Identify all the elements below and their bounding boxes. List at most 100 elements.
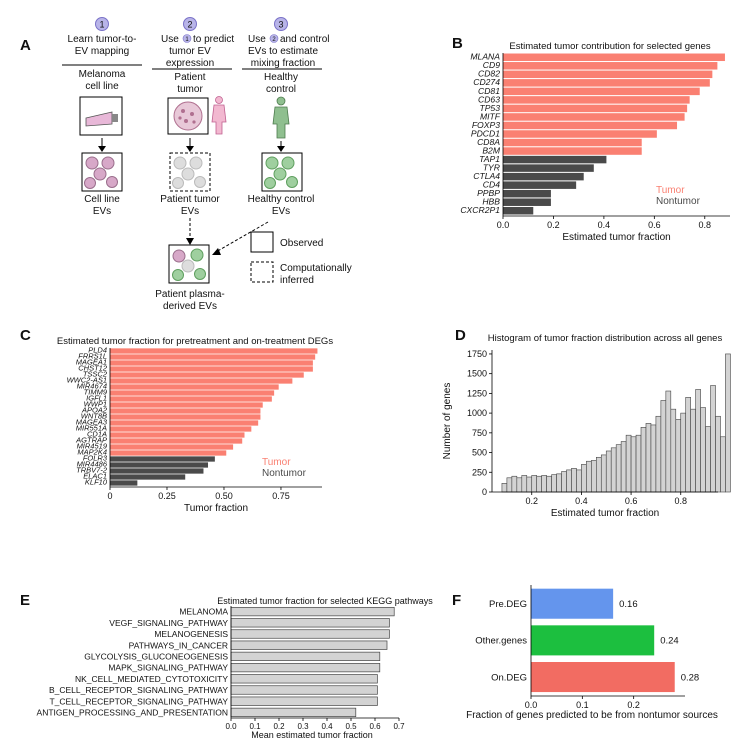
step-2-line2: tumor EV	[169, 46, 211, 57]
chart-d-x-tick-label: 0.2	[525, 496, 538, 506]
chart-d-y-tick-label: 0	[482, 487, 487, 497]
chart-d-histogram-bar	[695, 389, 701, 493]
chartC-bar	[110, 420, 259, 426]
chart-f: Pre.DEG 0.16 Other.genes 0.24 On.DEG 0.28 0.0 0…	[466, 585, 718, 721]
chartC-bar	[110, 396, 272, 402]
chart-d-histogram-bar	[591, 460, 597, 493]
chartC-category-label: TIMM9	[84, 388, 108, 397]
chart-d-y-tick-label: 1750	[467, 349, 487, 359]
chartB-bar	[503, 121, 678, 130]
chart-d-histogram-bar	[546, 475, 552, 493]
patient-tumor-evs-icon	[169, 152, 211, 192]
step-3-line1b: and control	[280, 34, 329, 45]
chartB-category-label: PDCD1	[471, 128, 500, 138]
plasma-evs-icon	[168, 244, 210, 284]
chartC-bar	[110, 372, 304, 378]
chart-f-bar	[531, 625, 655, 656]
chartC-category-label: CHST12	[78, 364, 108, 373]
step-3-header2: control	[266, 84, 296, 95]
chart-e-bar	[230, 662, 381, 673]
step-3-header: Healthy	[264, 72, 298, 83]
chart-e-bar	[230, 696, 378, 706]
chart-d-histogram-bar	[596, 456, 602, 493]
chartC-bar	[110, 462, 209, 468]
chart-b: Estimated tumor contribution for selecte…	[460, 41, 730, 243]
step-3-ref-number: 2	[272, 37, 276, 43]
chart-d: Histogram of tumor fraction distribution…	[442, 333, 731, 519]
chartB-bar	[503, 130, 657, 138]
plasma-label-1: Patient plasma-	[155, 289, 224, 300]
chartB-bar	[503, 96, 690, 104]
chart-d-histogram-bar	[690, 408, 696, 493]
chartC-x-axis-label: Tumor fraction	[184, 503, 248, 514]
chartC-legend-tumor: Tumor	[262, 457, 291, 468]
healthy-control-evs-icon	[261, 152, 303, 192]
chartC-category-label: MIR551A	[76, 424, 107, 433]
chart-d-histogram-bar	[725, 353, 731, 493]
chart-d-histogram-bar	[635, 434, 642, 493]
chartB-category-label: TYR	[483, 162, 500, 172]
chartC-bar	[110, 426, 252, 432]
chartB-x-tick-label: 0.6	[648, 220, 661, 230]
chart-f-category-label: On.DEG	[491, 672, 527, 683]
chartB-bar	[503, 147, 642, 155]
legend-observed-swatch	[250, 231, 274, 253]
chartB-bar	[503, 79, 710, 87]
step-2-line1b: to predict	[193, 34, 234, 45]
chartC-bar	[110, 354, 316, 360]
chart-f-data-label: 0.16	[619, 599, 638, 610]
chartC-x-tick-label: 0.50	[215, 491, 233, 501]
chartC-bar	[110, 474, 186, 480]
chartB-category-label: FOXP3	[472, 120, 500, 130]
chart-d-histogram-bar	[511, 475, 518, 493]
chartC-bar	[110, 468, 204, 474]
step-1-line1: Learn tumor-to-	[68, 34, 137, 45]
chartB-category-label: CD81	[478, 86, 500, 96]
chart-d-y-tick-label: 1500	[467, 369, 487, 379]
chart-d-x-tick-label: 0.4	[575, 496, 588, 506]
chartC-category-label: TRBV7-2	[76, 466, 108, 475]
chart-d-y-tick-label: 500	[472, 448, 487, 458]
chart-d-histogram-bar	[541, 475, 547, 493]
chartC-bar	[110, 438, 243, 444]
chartC-category-label: IGFL1	[86, 394, 107, 403]
chartB-title: Estimated tumor contribution for selecte…	[509, 41, 710, 52]
chartC-category-label: WWP1	[84, 400, 107, 409]
chart-f-x-tick-label: 0.2	[627, 700, 640, 710]
legend-inferred-label-1: Computationally	[280, 263, 352, 274]
legend-inferred-swatch	[250, 261, 274, 283]
chart-f-x-tick-label: 0.1	[576, 700, 589, 710]
chart-d-histogram-bar	[640, 427, 647, 493]
chartB-legend-tumor: Tumor	[656, 185, 685, 196]
step-2-line3: expression	[166, 58, 214, 69]
control-to-plasma-arrow-icon	[212, 248, 221, 255]
chartB-category-label: CD274	[473, 77, 500, 87]
plasma-label-2: derived EVs	[163, 301, 217, 312]
chartC-category-label: AGTRAP	[75, 436, 107, 445]
chartB-bar	[503, 104, 688, 113]
chartB-category-label: CD4	[483, 180, 500, 190]
chart-e-x-tick-label: 0.6	[369, 722, 381, 731]
chartC-category-label: MAP2K4	[77, 448, 107, 457]
chartC-category-label: FRRS1L	[78, 352, 107, 361]
patient-figure-icon	[211, 96, 227, 135]
chartC-bar	[110, 378, 293, 384]
chart-e-category-label: PATHWAYS_IN_CANCER	[129, 640, 228, 650]
chart-e-x-tick-label: 0.2	[273, 722, 285, 731]
chart-f-data-label: 0.24	[660, 636, 679, 647]
chartC-category-label: WNT8B	[81, 412, 107, 421]
chartC-category-label: MAGEA3	[76, 418, 108, 427]
chart-d-histogram-bar	[700, 407, 706, 493]
step-1-header: Melanoma	[79, 69, 126, 80]
chart-d-histogram-bar	[630, 436, 637, 493]
chartB-category-label: TP53	[479, 103, 500, 113]
chart-d-histogram-bar	[516, 477, 523, 493]
chart-e-x-tick-label: 0.3	[297, 722, 309, 731]
panel-letter-c: C	[20, 327, 31, 344]
chart-d-histogram-bar	[571, 468, 577, 493]
step-3-badge	[274, 17, 288, 31]
step-2-badge	[183, 17, 197, 31]
step-1-result2: EVs	[93, 206, 111, 217]
chartB-category-label: CD82	[478, 69, 500, 79]
step-2-line1: Use	[161, 34, 179, 45]
